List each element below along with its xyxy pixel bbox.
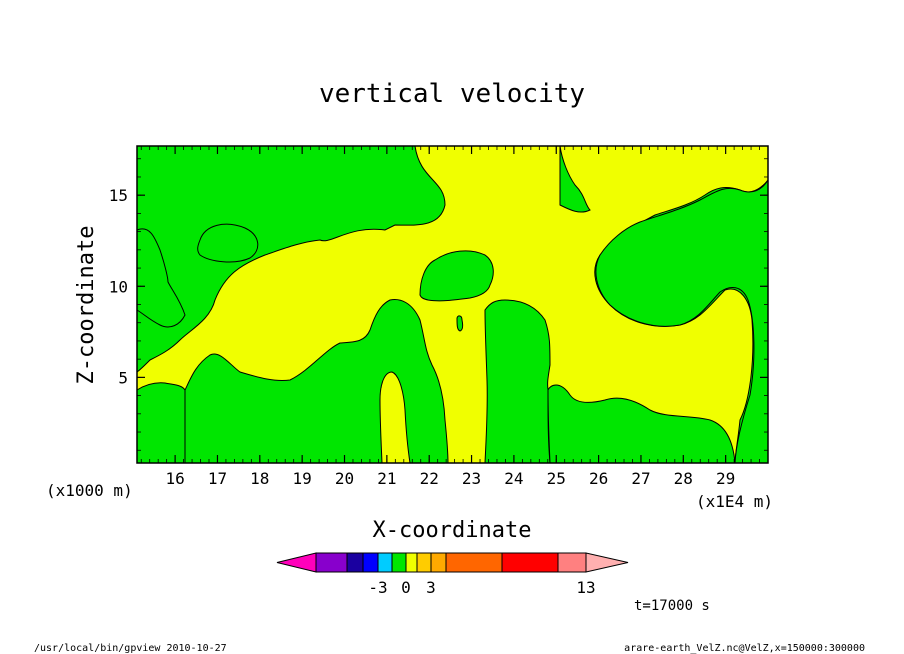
colorbar-segment-0 bbox=[315, 552, 348, 573]
colorbar-left-arrow bbox=[276, 552, 317, 573]
negative-region-left-bottom bbox=[136, 382, 186, 464]
colorbar-label-1: 0 bbox=[401, 578, 411, 597]
x-tick-label-4: 20 bbox=[335, 469, 354, 488]
colorbar-label-0: -3 bbox=[368, 578, 387, 597]
colorbar-label-3: 13 bbox=[576, 578, 595, 597]
negative-island-small bbox=[456, 315, 464, 332]
negative-region-bottom-center bbox=[184, 299, 449, 464]
x-unit-right: (x1E4 m) bbox=[696, 492, 773, 511]
colorbar-label-2: 3 bbox=[426, 578, 436, 597]
negative-island-center bbox=[419, 250, 494, 302]
y-tick-label-0: 5 bbox=[118, 368, 128, 387]
x-tick-label-11: 27 bbox=[631, 469, 650, 488]
colorbar-segment-5 bbox=[405, 552, 418, 573]
x-tick-label-3: 19 bbox=[293, 469, 312, 488]
x-tick-label-9: 25 bbox=[547, 469, 566, 488]
colorbar-segment-3 bbox=[377, 552, 393, 573]
y-ticks: 5 10 15 bbox=[109, 158, 768, 451]
x-tick-label-6: 22 bbox=[420, 469, 439, 488]
negative-region-left-mid bbox=[136, 228, 186, 328]
x-tick-label-10: 26 bbox=[589, 469, 608, 488]
y-axis-label: Z-coordinate bbox=[74, 226, 99, 385]
colorbar: -3 0 3 13 bbox=[276, 552, 629, 597]
x-tick-label-2: 18 bbox=[250, 469, 269, 488]
negative-region-right-bottom bbox=[595, 178, 769, 464]
plot-area: 16 17 18 19 20 21 22 23 24 25 26 27 28 29 5 10 15 bbox=[109, 145, 769, 488]
y-tick-label-2: 15 bbox=[109, 186, 128, 205]
colorbar-right-arrow bbox=[585, 552, 629, 573]
colorbar-segment-10 bbox=[557, 552, 587, 573]
x-tick-label-12: 28 bbox=[674, 469, 693, 488]
negative-region-bottom-right bbox=[448, 299, 551, 464]
colorbar-segment-1 bbox=[346, 552, 364, 573]
colorbar-segment-9 bbox=[501, 552, 559, 573]
x-tick-label-7: 23 bbox=[462, 469, 481, 488]
x-tick-label-8: 24 bbox=[504, 469, 523, 488]
x-unit-left: (x1000 m) bbox=[46, 481, 133, 500]
x-axis-label: X-coordinate bbox=[373, 518, 532, 543]
x-ticks: 16 17 18 19 20 21 22 23 24 25 26 27 28 29 bbox=[140, 146, 769, 488]
colorbar-segment-8 bbox=[445, 552, 503, 573]
x-tick-label-1: 17 bbox=[208, 469, 227, 488]
colorbar-segment-6 bbox=[416, 552, 432, 573]
negative-island-upper-left bbox=[197, 223, 259, 263]
x-tick-label-5: 21 bbox=[377, 469, 396, 488]
x-tick-label-0: 16 bbox=[165, 469, 184, 488]
y-tick-label-1: 10 bbox=[109, 277, 128, 296]
negative-regions bbox=[136, 145, 769, 464]
colorbar-segment-4 bbox=[391, 552, 407, 573]
colorbar-segment-2 bbox=[362, 552, 379, 573]
colorbar-segment-7 bbox=[430, 552, 447, 573]
time-label: t=17000 s bbox=[634, 598, 710, 614]
x-tick-label-13: 29 bbox=[716, 469, 735, 488]
footer-right: arare-earth_VelZ.nc@VelZ,x=150000:300000 bbox=[624, 643, 865, 654]
footer-left: /usr/local/bin/gpview 2010-10-27 bbox=[34, 643, 227, 654]
negative-region-top-left bbox=[136, 145, 446, 373]
chart-title: vertical velocity bbox=[319, 79, 585, 109]
